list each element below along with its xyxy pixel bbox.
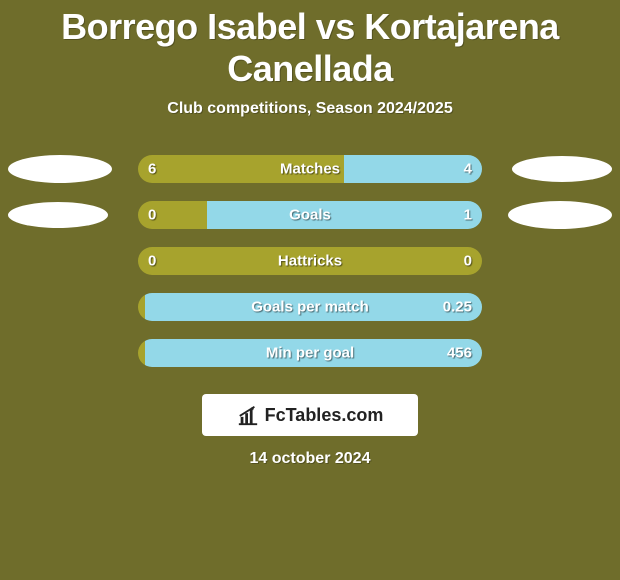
- stat-bar-left-fill: [138, 339, 145, 367]
- chart-area: Matches64 Goals01 Hattricks00 Goals per mat…: [0, 146, 620, 376]
- page-subtitle: Club competitions, Season 2024/2025: [0, 100, 620, 118]
- branding-box: FcTables.com: [202, 394, 418, 436]
- stat-bar-right-fill: [344, 155, 482, 183]
- stat-row: Matches64: [0, 146, 620, 192]
- stat-bar-left-fill: [138, 293, 145, 321]
- page-title: Borrego Isabel vs Kortajarena Canellada: [0, 0, 620, 90]
- stat-row: Min per goal456: [0, 330, 620, 376]
- right-indicator-oval: [508, 201, 612, 229]
- stat-row: Hattricks00: [0, 238, 620, 284]
- stat-bar: Goals01: [138, 201, 482, 229]
- stat-bar: Matches64: [138, 155, 482, 183]
- stat-bar-right-fill: [145, 339, 482, 367]
- stat-bar-right-fill: [207, 201, 482, 229]
- branding-text: FcTables.com: [265, 405, 384, 426]
- stat-bar: Min per goal456: [138, 339, 482, 367]
- comparison-infographic: Borrego Isabel vs Kortajarena Canellada …: [0, 0, 620, 580]
- chart-icon: [237, 404, 259, 426]
- stat-bar: Hattricks00: [138, 247, 482, 275]
- date-label: 14 october 2024: [0, 450, 620, 468]
- stat-bar-left-fill: [138, 155, 344, 183]
- left-indicator-oval: [8, 155, 112, 183]
- stat-row: Goals01: [0, 192, 620, 238]
- stat-row: Goals per match0.25: [0, 284, 620, 330]
- left-indicator-oval: [8, 202, 108, 228]
- right-indicator-oval: [512, 156, 612, 182]
- stat-bar-left-fill: [138, 247, 482, 275]
- stat-bar-right-fill: [145, 293, 482, 321]
- stat-bar: Goals per match0.25: [138, 293, 482, 321]
- stat-bar-left-fill: [138, 201, 207, 229]
